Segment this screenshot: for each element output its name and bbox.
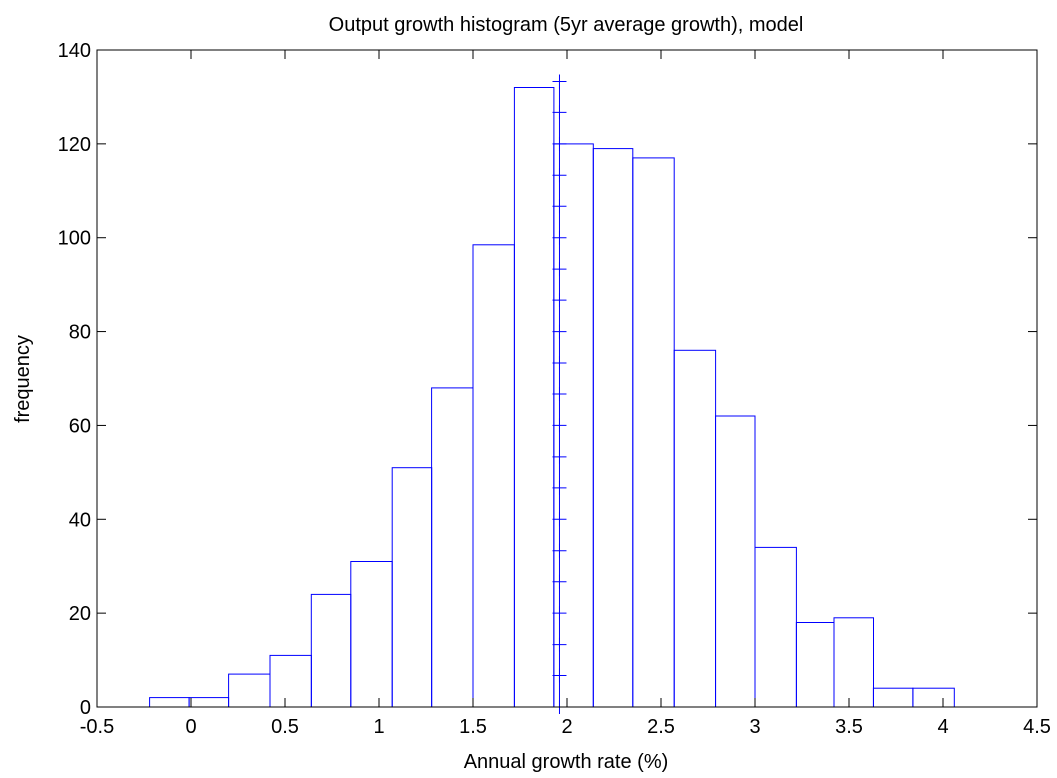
plus-marker-14 [552,262,567,277]
x-tick-label-0: -0.5 [80,716,114,738]
histogram-bar-2 [228,673,271,708]
plus-marker-5 [552,543,567,558]
y-tick-label-6: 120 [58,134,91,156]
x-tick-label-4: 1.5 [459,716,487,738]
y-axis-ticks: 0 20 40 60 80 100 120 140 [58,40,1037,719]
y-tick-label-4: 80 [69,322,91,344]
y-tick-label-2: 40 [69,509,91,531]
bars-group [149,87,955,708]
x-tick-label-1: 0 [185,716,196,738]
x-axis-label: Annual growth rate (%) [464,751,669,773]
y-tick-label-1: 20 [69,603,91,625]
histogram-bar-8 [472,244,515,708]
x-tick-label-10: 4.5 [1023,716,1051,738]
histogram-bar-0 [149,697,190,708]
histogram-bar-11 [592,148,634,708]
plus-marker-12 [552,324,567,339]
plus-marker-3 [552,606,567,621]
plus-marker-15 [552,230,567,245]
histogram-bar-14 [715,415,756,708]
histogram-bar-12 [632,157,675,708]
x-tick-label-7: 3 [749,716,760,738]
histogram-bar-16 [795,622,835,708]
x-tick-label-2: 0.5 [271,716,299,738]
y-axis-label: frequency [12,335,34,423]
histogram-bar-1 [188,697,230,708]
histogram-bar-9 [513,87,555,708]
plus-marker-1 [552,668,567,683]
y-tick-label-7: 140 [58,40,91,62]
x-axis-ticks: -0.5 0 0.5 1 1.5 2 2.5 3 3.5 4 4.5 [80,50,1051,738]
x-tick-label-8: 3.5 [835,716,863,738]
histogram-bar-6 [391,467,433,708]
histogram-bar-17 [833,617,874,708]
plot-frame [96,49,1038,708]
plus-marker-10 [552,386,567,401]
plus-marker-13 [552,293,567,308]
plus-marker-18 [552,136,567,151]
plus-marker-16 [552,199,567,214]
plus-marker-4 [552,574,567,589]
histogram-bar-19 [912,687,955,708]
plus-marker-6 [552,512,567,527]
histogram-bar-4 [310,593,352,708]
histogram-bar-3 [269,654,312,708]
histogram-bar-18 [872,687,914,708]
plus-marker-7 [552,480,567,495]
chart-title: Output growth histogram (5yr average gro… [329,14,804,36]
plus-marker-8 [552,449,567,464]
x-tick-label-9: 4 [937,716,948,738]
histogram-bar-7 [431,387,474,708]
x-tick-label-5: 2 [561,716,572,738]
y-tick-label-5: 100 [58,228,91,250]
plus-marker-11 [552,356,567,371]
histogram-bar-13 [673,349,717,708]
y-tick-label-3: 60 [69,415,91,437]
plus-marker-19 [552,105,567,120]
plus-marker-9 [552,418,567,433]
histogram-bar-5 [350,561,393,708]
marker-line-group [552,74,567,714]
y-tick-label-0: 0 [80,697,91,719]
plus-marker-20 [552,74,567,89]
x-tick-label-3: 1 [373,716,384,738]
x-tick-label-6: 2.5 [647,716,675,738]
histogram-bar-15 [754,546,797,708]
plus-marker-17 [552,168,567,183]
plus-marker-2 [552,637,567,652]
